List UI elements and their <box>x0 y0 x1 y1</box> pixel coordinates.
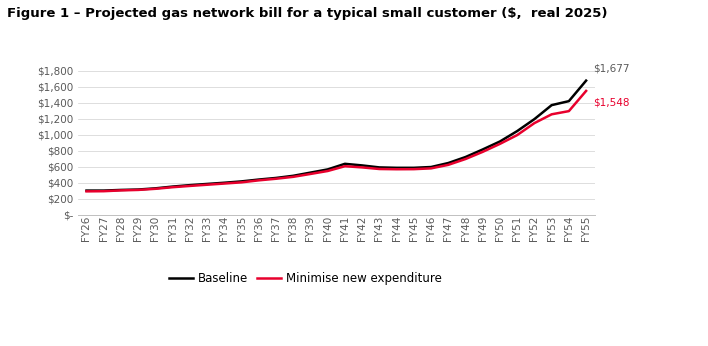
Baseline <box>496 139 504 144</box>
Minimise new expenditure <box>547 112 556 116</box>
Minimise new expenditure <box>409 167 418 171</box>
Minimise new expenditure <box>496 142 504 146</box>
Line: Minimise new expenditure: Minimise new expenditure <box>86 91 586 191</box>
Minimise new expenditure <box>82 189 91 193</box>
Baseline <box>289 174 297 178</box>
Minimise new expenditure <box>134 188 142 192</box>
Minimise new expenditure <box>427 166 435 171</box>
Baseline <box>117 188 125 192</box>
Baseline <box>99 189 108 193</box>
Baseline <box>255 177 263 182</box>
Baseline <box>392 166 401 170</box>
Baseline <box>565 99 573 103</box>
Baseline <box>152 186 160 190</box>
Minimise new expenditure <box>513 133 522 137</box>
Minimise new expenditure <box>185 184 194 188</box>
Baseline <box>134 188 142 192</box>
Minimise new expenditure <box>272 177 280 181</box>
Baseline <box>427 165 435 169</box>
Baseline <box>272 176 280 180</box>
Baseline <box>307 171 315 175</box>
Minimise new expenditure <box>479 150 487 154</box>
Baseline <box>185 183 194 187</box>
Minimise new expenditure <box>237 180 246 184</box>
Minimise new expenditure <box>358 165 367 170</box>
Baseline <box>237 179 246 183</box>
Legend: Baseline, Minimise new expenditure: Baseline, Minimise new expenditure <box>164 267 446 290</box>
Minimise new expenditure <box>530 121 539 125</box>
Minimise new expenditure <box>582 89 590 93</box>
Baseline <box>169 184 177 189</box>
Text: $1,677: $1,677 <box>593 64 629 74</box>
Minimise new expenditure <box>202 183 211 187</box>
Baseline <box>375 165 384 170</box>
Baseline <box>547 103 556 107</box>
Minimise new expenditure <box>307 172 315 176</box>
Minimise new expenditure <box>462 157 470 161</box>
Baseline <box>358 163 367 167</box>
Minimise new expenditure <box>289 175 297 179</box>
Minimise new expenditure <box>169 185 177 189</box>
Minimise new expenditure <box>152 187 160 191</box>
Baseline <box>341 162 349 166</box>
Text: Figure 1 – Projected gas network bill for a typical small customer ($,  real 202: Figure 1 – Projected gas network bill fo… <box>7 7 607 20</box>
Minimise new expenditure <box>99 189 108 193</box>
Baseline <box>479 147 487 152</box>
Minimise new expenditure <box>444 163 452 167</box>
Baseline <box>444 161 452 165</box>
Baseline <box>220 181 229 185</box>
Minimise new expenditure <box>565 109 573 113</box>
Minimise new expenditure <box>324 169 332 173</box>
Baseline <box>202 182 211 186</box>
Minimise new expenditure <box>117 188 125 192</box>
Text: $1,548: $1,548 <box>593 98 629 108</box>
Baseline <box>530 117 539 121</box>
Baseline <box>409 166 418 170</box>
Minimise new expenditure <box>220 181 229 185</box>
Minimise new expenditure <box>341 164 349 168</box>
Baseline <box>324 167 332 172</box>
Line: Baseline: Baseline <box>86 81 586 191</box>
Baseline <box>462 155 470 159</box>
Minimise new expenditure <box>375 167 384 171</box>
Minimise new expenditure <box>255 178 263 182</box>
Baseline <box>82 189 91 193</box>
Minimise new expenditure <box>392 167 401 171</box>
Baseline <box>513 129 522 133</box>
Baseline <box>582 79 590 83</box>
